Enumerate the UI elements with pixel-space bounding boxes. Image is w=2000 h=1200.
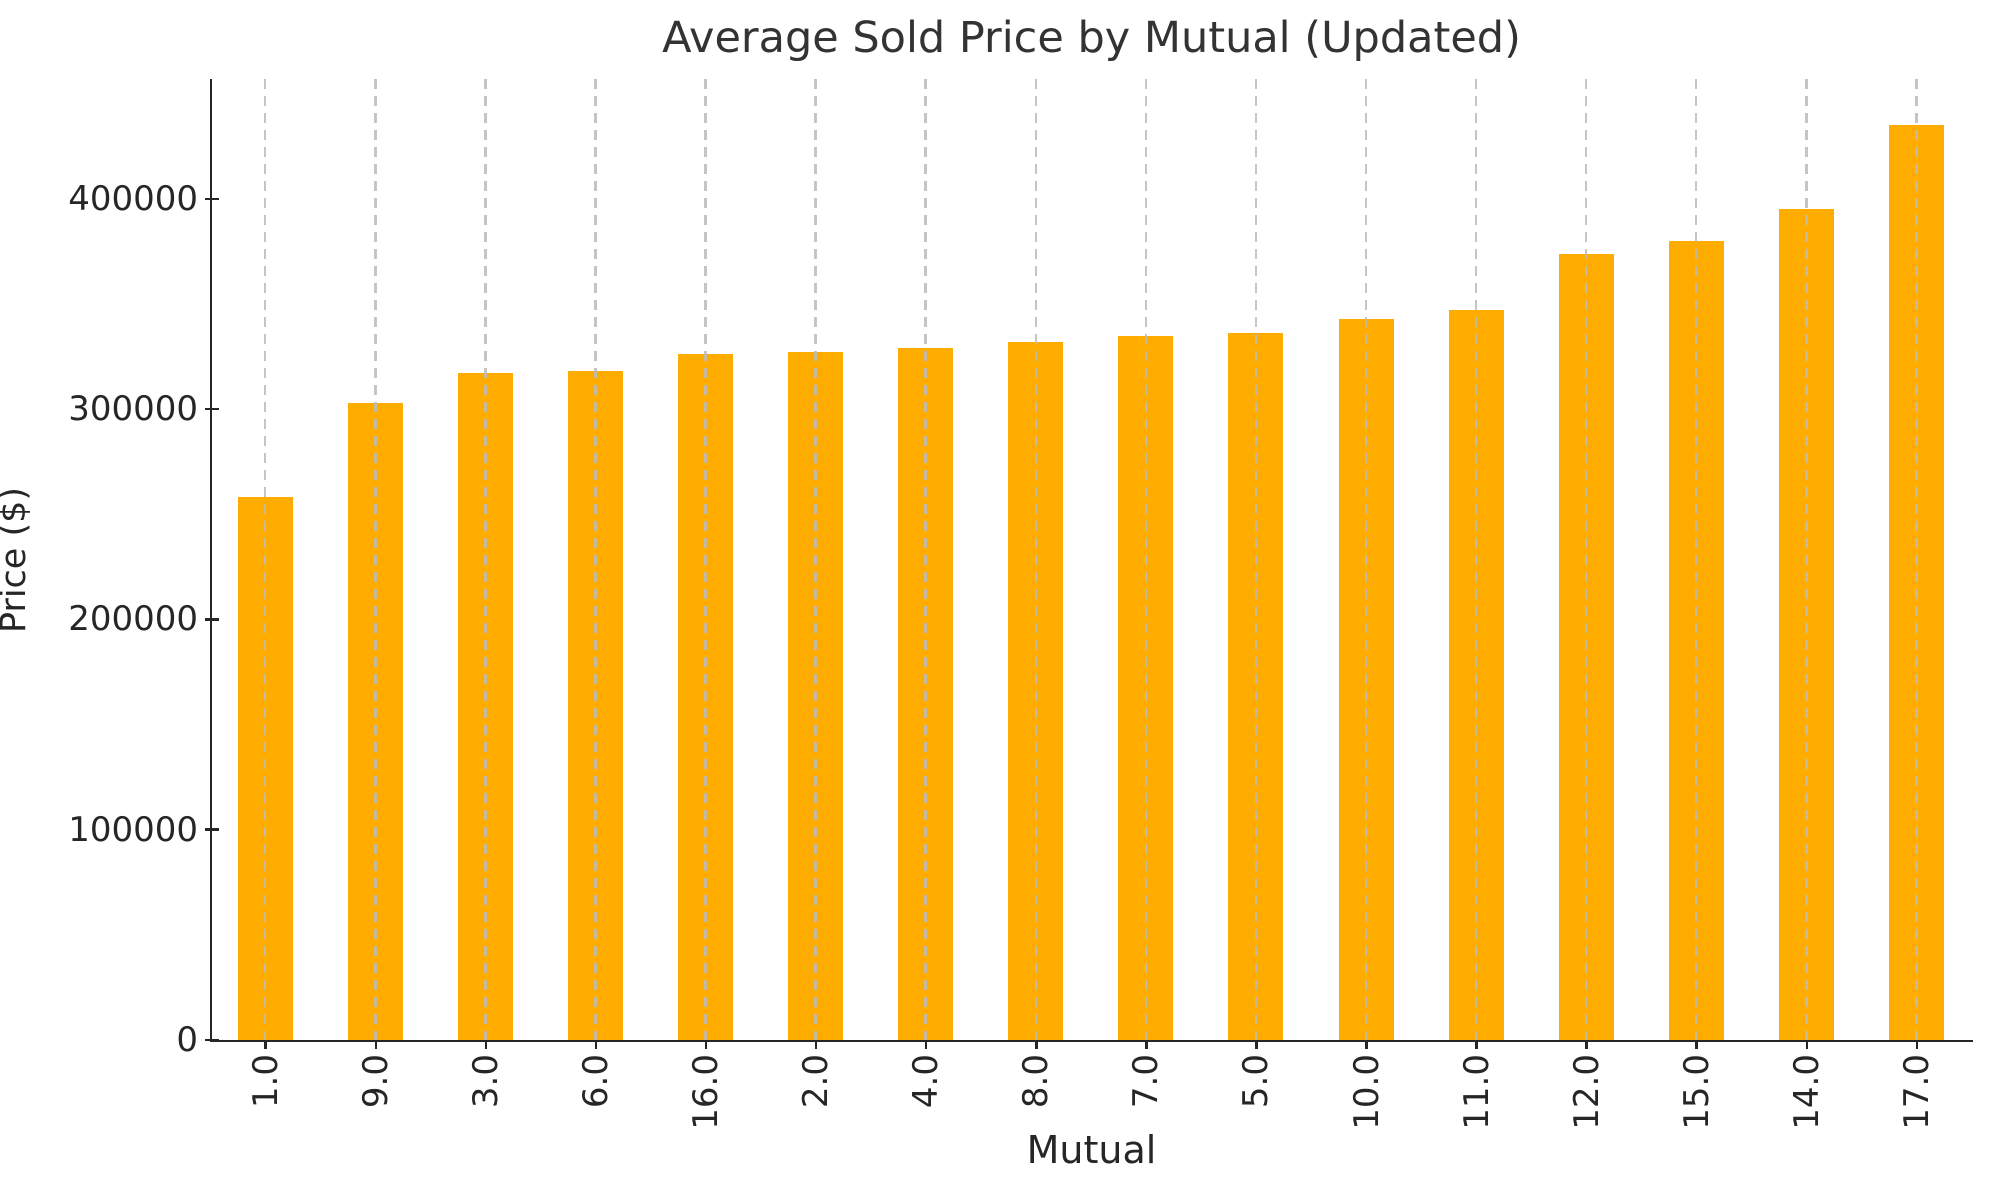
x-tick-label: 6.0: [575, 1054, 616, 1109]
x-tick: [1475, 1042, 1478, 1049]
y-tick: [205, 618, 219, 621]
x-tick-label: 1.0: [245, 1054, 286, 1109]
gridline: [1034, 79, 1037, 1040]
plot-area: [209, 79, 1973, 1042]
chart-title: Average Sold Price by Mutual (Updated): [662, 13, 1521, 63]
x-tick: [1915, 1042, 1919, 1049]
x-tick: [594, 1042, 598, 1049]
x-tick: [1365, 1042, 1368, 1049]
x-tick: [1145, 1042, 1148, 1049]
gridline: [263, 79, 267, 1040]
y-tick-label: 400000: [68, 178, 198, 219]
x-tick-label: 5.0: [1236, 1054, 1277, 1109]
x-tick-label: 17.0: [1896, 1054, 1937, 1130]
x-tick-label: 2.0: [796, 1054, 837, 1109]
gridline: [1474, 79, 1478, 1040]
y-tick-label: 100000: [68, 809, 198, 850]
y-tick: [205, 197, 219, 201]
x-tick-label: 8.0: [1016, 1054, 1057, 1109]
gridline: [924, 79, 927, 1040]
x-tick: [264, 1042, 267, 1049]
x-tick-label: 10.0: [1346, 1054, 1387, 1130]
x-tick: [374, 1042, 378, 1049]
gridline: [704, 79, 707, 1040]
gridline: [1694, 79, 1698, 1040]
gridline: [1144, 79, 1148, 1040]
gridline: [1584, 79, 1588, 1040]
x-tick-label: 4.0: [906, 1054, 947, 1109]
gridline: [1254, 79, 1258, 1040]
x-tick: [1035, 1042, 1038, 1049]
gridline: [1805, 79, 1808, 1040]
y-tick-label: 300000: [68, 389, 198, 430]
gridline: [484, 79, 487, 1040]
y-tick-label: 0: [176, 1020, 198, 1060]
gridline: [594, 79, 597, 1040]
x-tick-label: 16.0: [686, 1054, 727, 1130]
y-tick: [205, 407, 219, 411]
x-tick: [1255, 1042, 1258, 1049]
x-tick-label: 15.0: [1676, 1054, 1717, 1130]
gridline: [1364, 79, 1368, 1040]
y-tick: [205, 828, 219, 831]
y-tick: [205, 1038, 219, 1042]
x-axis-label: Mutual: [1026, 1128, 1157, 1172]
gridline: [374, 79, 377, 1040]
x-tick: [814, 1042, 818, 1049]
y-tick-label: 200000: [68, 599, 198, 640]
x-tick: [1805, 1042, 1809, 1049]
x-tick: [924, 1042, 928, 1049]
y-axis-label: Price ($): [0, 486, 34, 634]
x-tick: [704, 1042, 708, 1049]
gridline: [1915, 79, 1918, 1040]
gridline: [814, 79, 817, 1040]
x-tick: [484, 1042, 488, 1049]
x-tick-label: 3.0: [465, 1054, 506, 1109]
x-tick: [1695, 1042, 1698, 1049]
x-tick-label: 14.0: [1786, 1054, 1827, 1130]
x-tick-label: 9.0: [355, 1054, 396, 1109]
x-tick-label: 11.0: [1456, 1054, 1497, 1130]
x-tick-label: 7.0: [1126, 1054, 1167, 1109]
x-tick: [1585, 1042, 1588, 1049]
x-tick-label: 12.0: [1566, 1054, 1607, 1130]
